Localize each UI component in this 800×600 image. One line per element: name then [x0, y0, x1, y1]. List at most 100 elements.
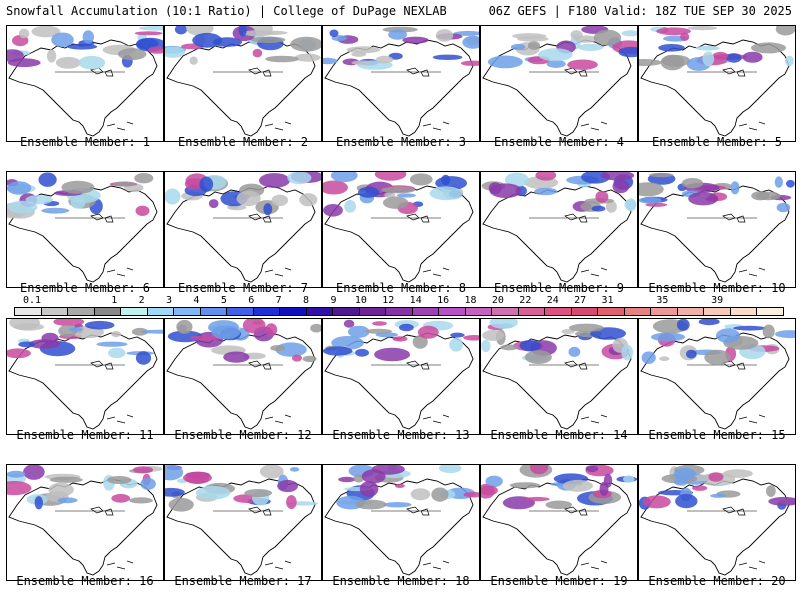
ensemble-member-label: Ensemble Member: 2: [177, 135, 309, 149]
snowfall-map: [323, 465, 479, 580]
snowfall-map: [165, 26, 321, 141]
ensemble-member-map: [480, 318, 638, 435]
ensemble-member-label: Ensemble Member: 7: [177, 281, 309, 295]
ensemble-member-label: Ensemble Member: 20: [648, 574, 786, 588]
colorbar-swatch: [174, 308, 201, 315]
snowfall-colorbar: [14, 307, 784, 316]
ensemble-member-map: [6, 318, 164, 435]
colorbar-tick-label: 24: [546, 295, 559, 306]
snowfall-map: [639, 26, 795, 141]
snowfall-map: [7, 172, 163, 287]
colorbar-tick-label: 35: [656, 295, 669, 306]
snowfall-map: [481, 26, 637, 141]
ensemble-member-label: Ensemble Member: 15: [648, 428, 786, 442]
ensemble-member-map: [638, 464, 796, 581]
colorbar-tick-label: 18: [464, 295, 477, 306]
ensemble-member-label: Ensemble Member: 4: [493, 135, 625, 149]
map-title: Snowfall Accumulation (10:1 Ratio) | Col…: [6, 4, 447, 18]
snowfall-map: [165, 465, 321, 580]
colorbar-swatch: [704, 308, 731, 315]
ensemble-member-label: Ensemble Member: 1: [19, 135, 151, 149]
colorbar-swatch: [68, 308, 95, 315]
ensemble-member-label: Ensemble Member: 18: [332, 574, 470, 588]
colorbar-tick-label: 2: [138, 295, 145, 306]
ensemble-member-map: [6, 25, 164, 142]
snowfall-map: [323, 26, 479, 141]
colorbar-tick-label: 31: [601, 295, 614, 306]
snowfall-map: [481, 465, 637, 580]
colorbar-swatch: [412, 308, 440, 315]
ensemble-member-map: [164, 25, 322, 142]
colorbar-tick-label: 3: [166, 295, 173, 306]
colorbar-tick-label: 4: [193, 295, 200, 306]
ensemble-member-map: [322, 318, 480, 435]
ensemble-member-label: Ensemble Member: 8: [335, 281, 467, 295]
colorbar-swatch: [333, 308, 360, 315]
snowfall-map: [639, 465, 795, 580]
colorbar-tick-label: 1: [111, 295, 118, 306]
colorbar-swatch: [41, 308, 69, 315]
ensemble-member-map: [164, 464, 322, 581]
colorbar-swatch: [677, 308, 705, 315]
snowfall-map: [165, 319, 321, 434]
colorbar-tick-label: 22: [519, 295, 532, 306]
snowfall-map: [323, 319, 479, 434]
colorbar-swatch: [598, 308, 625, 315]
ensemble-member-label: Ensemble Member: 17: [174, 574, 312, 588]
colorbar-tick-label: 0.1: [22, 295, 42, 306]
ensemble-member-map: [480, 464, 638, 581]
colorbar-swatch: [545, 308, 572, 315]
ensemble-member-map: [480, 171, 638, 288]
colorbar-tick-label: 39: [711, 295, 724, 306]
colorbar-tick-label: 16: [437, 295, 450, 306]
ensemble-member-map: [6, 171, 164, 288]
colorbar-swatch: [147, 308, 175, 315]
ensemble-member-label: Ensemble Member: 19: [490, 574, 628, 588]
ensemble-member-map: [164, 171, 322, 288]
colorbar-swatch: [94, 308, 122, 315]
colorbar-swatch: [227, 308, 254, 315]
colorbar-swatch: [306, 308, 334, 315]
colorbar-swatch: [121, 308, 148, 315]
colorbar-tick-label: 6: [248, 295, 255, 306]
colorbar-swatch: [624, 308, 652, 315]
ensemble-member-label: Ensemble Member: 16: [16, 574, 154, 588]
ensemble-member-label: Ensemble Member: 3: [335, 135, 467, 149]
colorbar-tick-label: 9: [330, 295, 337, 306]
colorbar-swatch: [359, 308, 387, 315]
snowfall-map: [481, 319, 637, 434]
colorbar-swatch: [200, 308, 228, 315]
snowfall-map: [7, 26, 163, 141]
ensemble-member-map: [6, 464, 164, 581]
ensemble-member-map: [322, 25, 480, 142]
colorbar-swatch: [280, 308, 307, 315]
colorbar-swatch: [651, 308, 678, 315]
ensemble-member-map: [164, 318, 322, 435]
ensemble-member-label: Ensemble Member: 12: [174, 428, 312, 442]
ensemble-member-map: [638, 318, 796, 435]
ensemble-member-label: Ensemble Member: 13: [332, 428, 470, 442]
snowfall-map: [481, 172, 637, 287]
colorbar-swatch: [15, 308, 42, 315]
ensemble-member-map: [322, 171, 480, 288]
colorbar-tick-label: 14: [409, 295, 422, 306]
ensemble-member-map: [480, 25, 638, 142]
ensemble-member-map: [322, 464, 480, 581]
ensemble-member-label: Ensemble Member: 14: [490, 428, 628, 442]
colorbar-swatch: [518, 308, 546, 315]
colorbar-tick-label: 27: [574, 295, 587, 306]
colorbar-swatch: [253, 308, 281, 315]
colorbar-swatch: [439, 308, 466, 315]
ensemble-member-map: [638, 171, 796, 288]
snowfall-map: [165, 172, 321, 287]
colorbar-swatch: [386, 308, 413, 315]
colorbar-tick-label: 8: [303, 295, 310, 306]
ensemble-member-label: Ensemble Member: 9: [493, 281, 625, 295]
colorbar-swatch: [465, 308, 493, 315]
snowfall-map: [639, 319, 795, 434]
model-run-info: 06Z GEFS | F180 Valid: 18Z TUE SEP 30 20…: [488, 4, 792, 18]
ensemble-member-label: Ensemble Member: 6: [19, 281, 151, 295]
snowfall-map: [639, 172, 795, 287]
colorbar-tick-label: 5: [220, 295, 227, 306]
ensemble-member-label: Ensemble Member: 5: [651, 135, 783, 149]
